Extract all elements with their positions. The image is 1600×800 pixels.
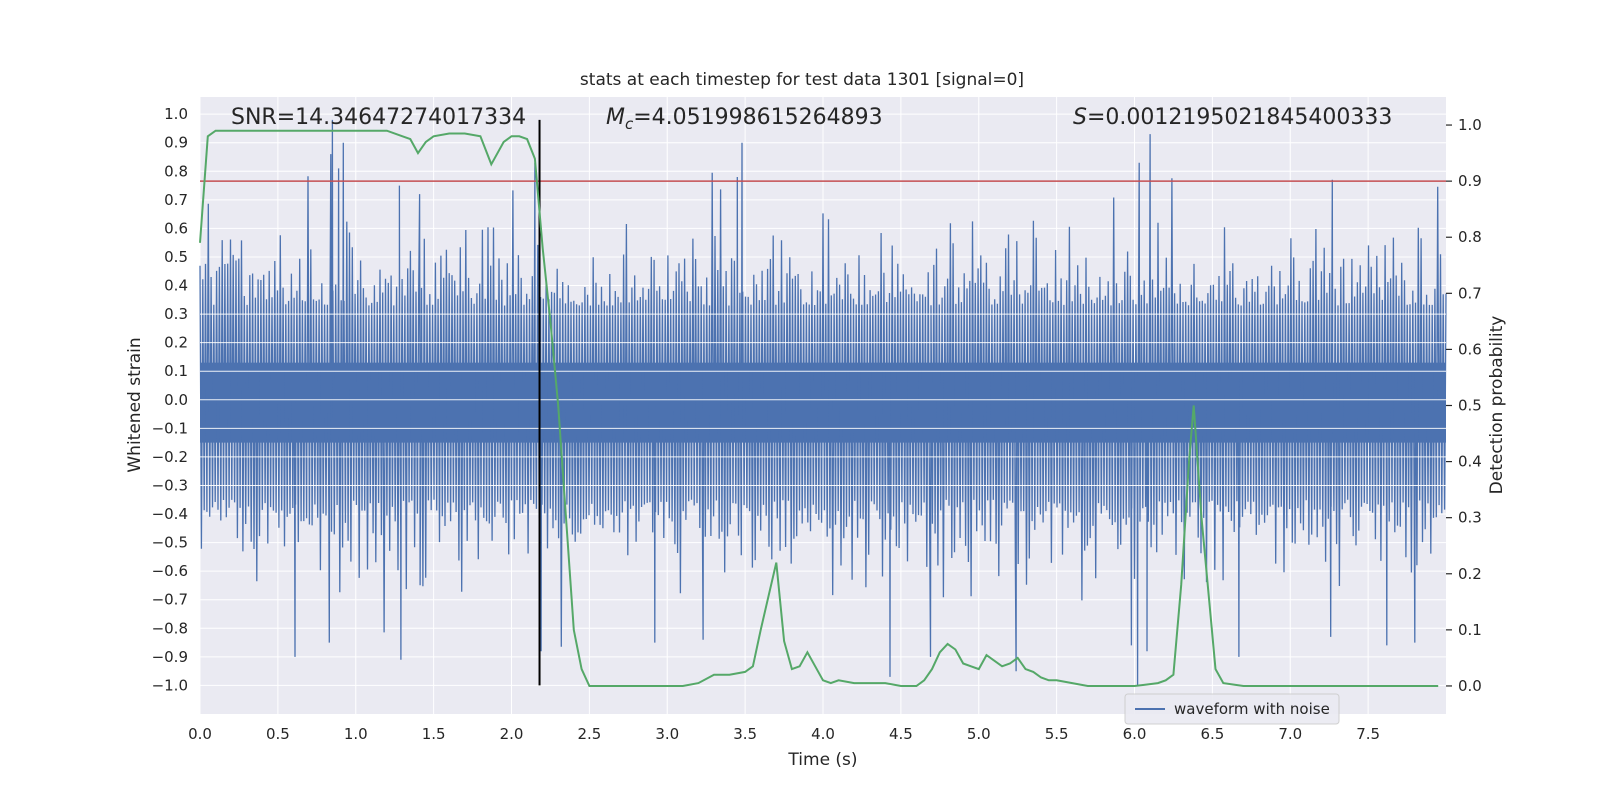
y-tick-label: −0.1 — [152, 419, 188, 437]
x-tick-label: 7.5 — [1356, 725, 1380, 743]
y-tick-label: −0.6 — [152, 562, 188, 580]
y-right-tick-label: 0.8 — [1458, 228, 1482, 246]
x-tick-label: 1.0 — [344, 725, 368, 743]
chirp-mass-annotation: Mc=4.051998615264893 — [606, 105, 883, 133]
x-tick-label: 3.0 — [655, 725, 679, 743]
y-tick-label: 0.0 — [164, 391, 188, 409]
y-right-tick-label: 0.9 — [1458, 172, 1482, 190]
y-tick-label: −0.9 — [152, 648, 188, 666]
x-tick-label: 6.5 — [1200, 725, 1224, 743]
x-tick-label: 6.0 — [1123, 725, 1147, 743]
y-right-tick-label: 0.6 — [1458, 340, 1482, 358]
x-axis-ticks: 0.0 0.5 1.0 1.5 2.0 2.5 3.0 3.5 4.0 4.5 5.0 5.5 6.0 6… — [188, 725, 1380, 743]
y-right-tick-label: 0.0 — [1458, 677, 1482, 695]
y-tick-label: 0.8 — [164, 162, 188, 180]
y-right-tick-label: 0.3 — [1458, 509, 1482, 527]
x-tick-label: 0.0 — [188, 725, 212, 743]
x-tick-label: 4.0 — [811, 725, 835, 743]
series-line-detection-probability — [199, 129, 1439, 687]
x-tick-label: 5.0 — [967, 725, 991, 743]
legend-label: waveform with noise — [1174, 700, 1330, 718]
y-tick-label: −1.0 — [152, 676, 188, 694]
y-tick-label: 0.2 — [164, 334, 188, 352]
s-value: =0.0012195021845400333 — [1087, 105, 1392, 130]
y-tick-label: −0.8 — [152, 619, 188, 637]
y-tick-label: −0.2 — [152, 448, 188, 466]
y-tick-label: −0.3 — [152, 476, 188, 494]
y-axis-ticks-left: 1.0 0.9 0.8 0.7 0.6 0.5 0.4 0.3 0.2 0.1 0.0 −0.1 −0.… — [152, 105, 188, 694]
x-tick-label: 4.5 — [889, 725, 913, 743]
y-tick-label: 0.6 — [164, 219, 188, 237]
y-right-tick-label: 0.7 — [1458, 284, 1482, 302]
snr-annotation: SNR=14.34647274017334 — [231, 105, 526, 130]
x-axis-label: Time (s) — [787, 750, 857, 770]
chirp-mass-value: =4.051998615264893 — [633, 105, 882, 130]
series-line-waveform-with-noise — [199, 119, 1447, 686]
y-tick-label: 0.9 — [164, 134, 188, 152]
y-right-tick-label: 0.4 — [1458, 453, 1482, 471]
y-right-tick-label: 1.0 — [1458, 116, 1482, 134]
y-tick-label: 0.7 — [164, 191, 188, 209]
y-right-tick-label: 0.5 — [1458, 397, 1482, 415]
x-tick-label: 2.0 — [500, 725, 524, 743]
x-tick-label: 2.5 — [577, 725, 601, 743]
y-tick-label: 0.4 — [164, 277, 188, 295]
y-right-tick-label: 0.2 — [1458, 565, 1482, 583]
x-tick-label: 0.5 — [266, 725, 290, 743]
x-tick-label: 7.0 — [1278, 725, 1302, 743]
strain-series — [199, 119, 1447, 686]
y-tick-label: −0.4 — [152, 505, 188, 523]
s-annotation: S=0.0012195021845400333 — [1073, 105, 1392, 130]
y-tick-label: 1.0 — [164, 105, 188, 123]
s-symbol: S — [1073, 105, 1087, 130]
y-right-tick-label: 0.1 — [1458, 621, 1482, 639]
y-tick-label: 0.5 — [164, 248, 188, 266]
chirp-mass-symbol: M — [606, 105, 625, 130]
legend-box — [1124, 693, 1340, 725]
y-axis-label-right: Detection probability — [1487, 316, 1507, 495]
chirp-mass-subscript: c — [625, 115, 634, 133]
x-tick-label: 5.5 — [1045, 725, 1069, 743]
x-tick-label: 3.5 — [733, 725, 757, 743]
chart-title: stats at each timestep for test data 130… — [580, 70, 1024, 90]
y-tick-label: −0.7 — [152, 591, 188, 609]
y-axis-label-left: Whitened strain — [125, 337, 145, 472]
legend: waveform with noise — [1124, 693, 1340, 725]
y-tick-label: 0.1 — [164, 362, 188, 380]
x-tick-label: 1.5 — [422, 725, 446, 743]
y-tick-label: 0.3 — [164, 305, 188, 323]
y-tick-label: −0.5 — [152, 534, 188, 552]
y-axis-ticks-right: 1.0 0.9 0.8 0.7 0.6 0.5 0.4 0.3 0.2 0.1 0.0 — [1446, 116, 1482, 695]
